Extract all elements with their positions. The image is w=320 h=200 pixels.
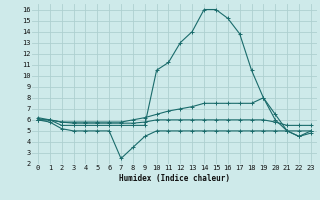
X-axis label: Humidex (Indice chaleur): Humidex (Indice chaleur) bbox=[119, 174, 230, 183]
